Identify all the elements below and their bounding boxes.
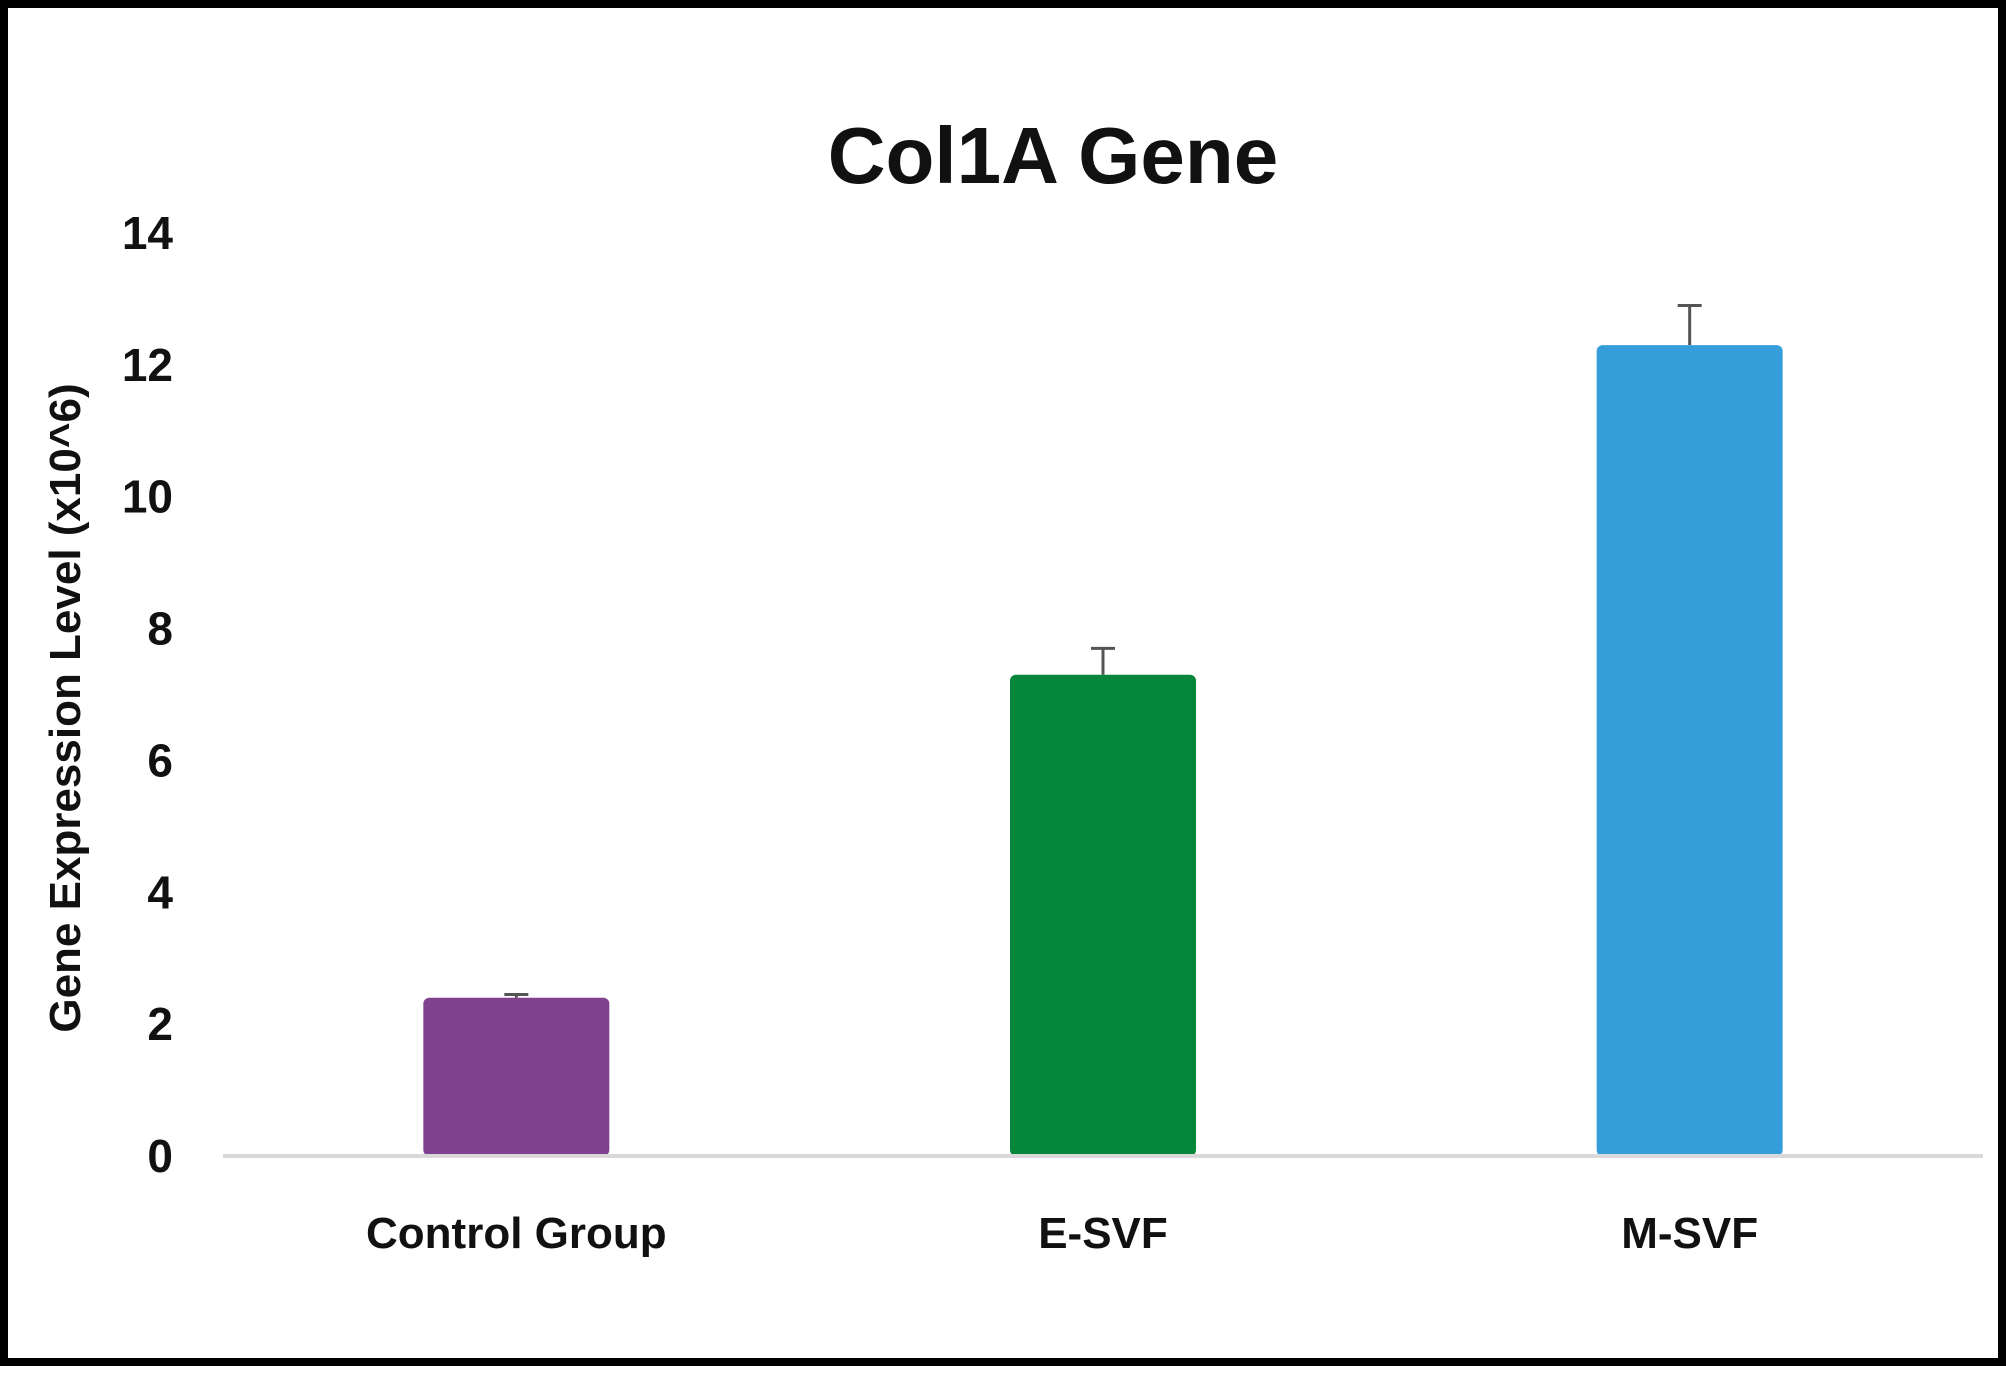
y-tick-label: 8 <box>147 603 173 655</box>
y-axis-label: Gene Expression Level (x10^6) <box>41 383 90 1032</box>
y-tick-label: 0 <box>147 1130 173 1182</box>
x-category-label: M-SVF <box>1621 1209 1758 1258</box>
x-category-label: E-SVF <box>1038 1209 1168 1258</box>
y-tick-label: 2 <box>147 998 173 1050</box>
chart-title: Col1A Gene <box>828 111 1278 200</box>
x-axis-category-labels: Control Group E-SVF M-SVF <box>366 1209 1758 1258</box>
bar <box>1010 674 1196 1156</box>
y-axis-ticks: 0 2 4 6 8 10 12 14 <box>122 207 174 1182</box>
bar <box>1596 345 1783 1156</box>
y-tick-label: 6 <box>147 734 173 786</box>
bar <box>423 997 610 1156</box>
y-tick-label: 10 <box>122 471 173 523</box>
bar-chart: Col1A Gene Gene Expression Level (x10^6)… <box>41 111 1983 1258</box>
y-tick-label: 12 <box>122 339 173 391</box>
bars-group <box>423 345 1783 1156</box>
x-category-label: Control Group <box>366 1209 667 1258</box>
y-tick-label: 4 <box>147 866 173 918</box>
error-bars-group <box>504 304 1702 998</box>
y-tick-label: 14 <box>122 207 174 259</box>
